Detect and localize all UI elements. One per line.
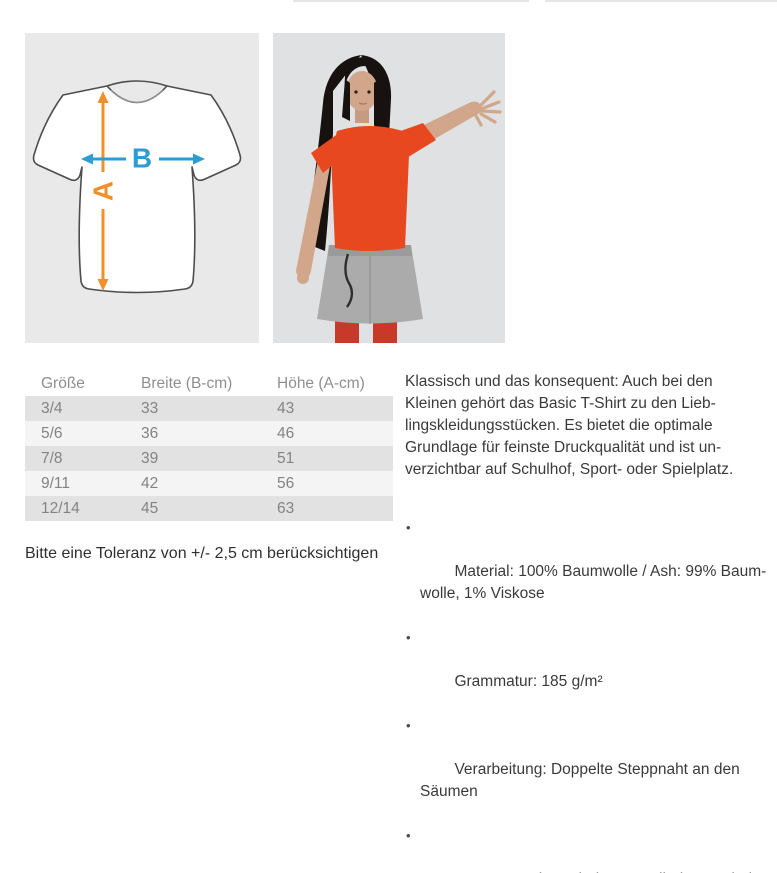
cell-size: 9/11 [41,474,71,492]
cell-size: 3/4 [41,399,63,417]
eye-left [354,90,358,94]
col-header-groesse: Größe [41,374,85,392]
cell-width: 42 [141,474,159,492]
table-row: 5/6 36 46 [25,421,393,446]
cell-width: 36 [141,424,159,442]
list-item-material: • Material: 100% Baumwolle / Ash: 99% Ba… [405,517,767,627]
col-header-hoehe: Höhe (A-cm) [277,374,365,392]
eye-right [367,90,371,94]
size-diagram-image[interactable]: A B [25,33,259,343]
cell-width: 33 [141,399,159,417]
bullet-icon: • [406,718,411,733]
hair-strand-right [374,79,383,125]
list-item-grammatur: • Grammatur: 185 g/m² [405,627,767,715]
neck [355,107,369,123]
list-item-verarbeitung: • Verarbeitung: Doppelte Steppnaht an de… [405,715,767,825]
col-header-breite: Breite (B-cm) [141,374,233,392]
list-item-text: Form: Gerader Schnitt + Rundhalsausschni… [420,871,760,873]
top-card-edge-right [545,0,777,2]
width-label-b: B [132,143,152,174]
cell-size: 12/14 [41,499,80,517]
list-item-text: Grammatur: 185 g/m² [454,673,603,690]
tshirt-measurement-diagram: A B [25,33,259,343]
tshirt-sleeve-left [311,133,345,173]
hair-front [344,57,381,87]
tshirt-outline [32,80,242,294]
cell-size: 5/6 [41,424,63,442]
table-row: 12/14 45 63 [25,496,393,521]
bullet-icon: • [406,828,411,843]
bullet-icon: • [406,520,411,535]
cell-height: 43 [277,399,295,417]
top-card-edge-left [293,0,529,2]
hair-strand-left [342,79,350,121]
orange-tshirt [331,126,409,251]
cell-height: 51 [277,449,295,467]
size-table: Größe Breite (B-cm) Höhe (A-cm) 3/4 33 4… [25,371,393,521]
width-arrow-icon [81,153,205,165]
cell-size: 7/8 [41,449,63,467]
description-paragraph: Klassisch und das konsequent: Auch bei d… [405,373,734,478]
hanging-arm [296,155,331,284]
list-item-form: • Form: Gerader Schnitt + Rundhalsaussch… [405,825,767,873]
table-row: 7/8 39 51 [25,446,393,471]
cell-width: 45 [141,499,159,517]
child-model-illustration [273,33,505,343]
list-item-text: Material: 100% Baumwolle / Ash: 99% Baum… [420,563,767,602]
list-item-text: Verarbeitung: Doppelte Steppnaht an den … [420,761,740,800]
cell-height: 56 [277,474,295,492]
product-description: Klassisch und das konsequent: Auch bei d… [405,371,767,873]
table-row: 3/4 33 43 [25,396,393,421]
cell-width: 39 [141,449,159,467]
tshirt-sleeve-right [395,123,436,159]
table-row: 9/11 42 56 [25,471,393,496]
face [346,71,378,111]
cell-height: 63 [277,499,295,517]
size-table-header: Größe Breite (B-cm) Höhe (A-cm) [25,371,393,396]
skirt-drawstring [344,253,354,308]
cell-height: 46 [277,424,295,442]
mouth [358,102,368,105]
tolerance-note: Bitte eine Toleranz von +/- 2,5 cm berüc… [25,545,379,562]
bullet-icon: • [406,630,411,645]
product-photo[interactable] [273,33,505,343]
product-attributes-list: • Material: 100% Baumwolle / Ash: 99% Ba… [405,517,767,873]
height-label-a: A [88,181,119,201]
